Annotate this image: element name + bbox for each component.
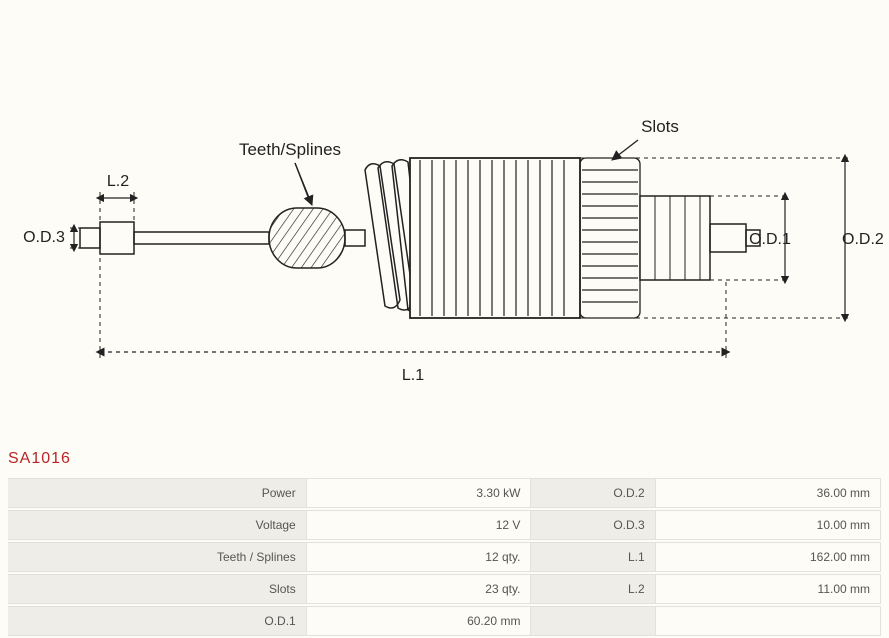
- spec-value: [655, 606, 881, 636]
- spec-value: 11.00 mm: [655, 574, 881, 604]
- table-row: Voltage 12 V O.D.3 10.00 mm: [8, 510, 881, 540]
- part-number: SA1016: [8, 450, 71, 468]
- spec-label: L.2: [531, 574, 654, 604]
- spec-value: 3.30 kW: [306, 478, 532, 508]
- spec-value: 162.00 mm: [655, 542, 881, 572]
- spec-label: Power: [8, 478, 306, 508]
- spec-label: [531, 606, 654, 636]
- table-row: Slots 23 qty. L.2 11.00 mm: [8, 574, 881, 604]
- spec-value: 12 V: [306, 510, 532, 540]
- table-row: O.D.1 60.20 mm: [8, 606, 881, 636]
- table-row: Power 3.30 kW O.D.2 36.00 mm: [8, 478, 881, 508]
- spec-label: O.D.2: [531, 478, 654, 508]
- label-slots: Slots: [641, 117, 679, 136]
- label-teeth: Teeth/Splines: [239, 140, 341, 159]
- spec-label: O.D.1: [8, 606, 306, 636]
- spec-value: 60.20 mm: [306, 606, 532, 636]
- dim-l2: L.2: [107, 173, 129, 190]
- dim-l1: L.1: [402, 367, 424, 384]
- armature-diagram: Teeth/Splines Slots L.2 O.D.3 L.1 O.D.1 …: [0, 0, 889, 440]
- spec-value: 10.00 mm: [655, 510, 881, 540]
- spec-value: 12 qty.: [306, 542, 532, 572]
- table-row: Teeth / Splines 12 qty. L.1 162.00 mm: [8, 542, 881, 572]
- spec-label: Teeth / Splines: [8, 542, 306, 572]
- page: Teeth/Splines Slots L.2 O.D.3 L.1 O.D.1 …: [0, 0, 889, 613]
- spec-value: 23 qty.: [306, 574, 532, 604]
- spec-value: 36.00 mm: [655, 478, 881, 508]
- spec-label: L.1: [531, 542, 654, 572]
- dim-od1: O.D.1: [749, 231, 791, 248]
- spec-label: Voltage: [8, 510, 306, 540]
- dim-od2: O.D.2: [842, 231, 884, 248]
- spec-table: Power 3.30 kW O.D.2 36.00 mm Voltage 12 …: [8, 476, 881, 638]
- spec-label: O.D.3: [531, 510, 654, 540]
- spec-label: Slots: [8, 574, 306, 604]
- dim-od3: O.D.3: [23, 229, 65, 246]
